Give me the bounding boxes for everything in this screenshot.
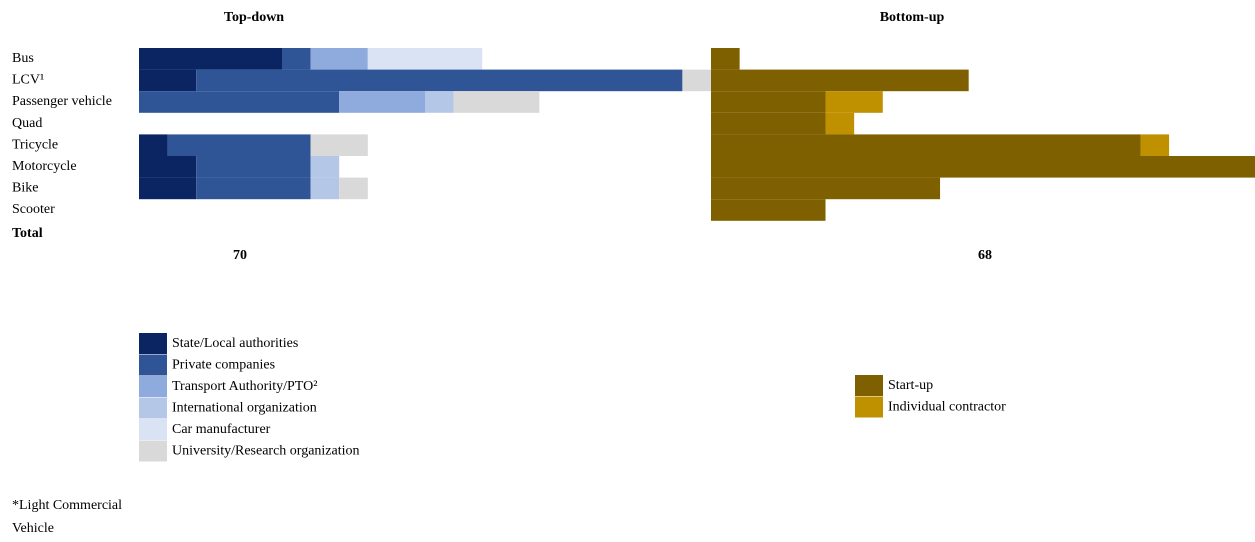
bar-segment bbox=[339, 91, 425, 113]
category-label: Bus bbox=[12, 51, 34, 66]
footnote: *Light Commercial Vehicle bbox=[12, 498, 123, 536]
bar-segment bbox=[196, 156, 311, 178]
total-label: Total bbox=[12, 226, 43, 241]
category-label: Passenger vehicle bbox=[12, 94, 112, 109]
bar-segment bbox=[339, 177, 368, 200]
category-label: Scooter bbox=[12, 202, 55, 217]
bar-segment bbox=[367, 48, 483, 70]
bar-segment bbox=[139, 134, 168, 156]
legend-label: Car manufacturer bbox=[172, 422, 271, 437]
bar-segment bbox=[139, 156, 197, 178]
bar-segment bbox=[1140, 134, 1170, 156]
bar-segment bbox=[825, 112, 855, 135]
category-label: LCV¹ bbox=[12, 73, 44, 88]
legend-label: Transport Authority/PTO² bbox=[172, 379, 317, 394]
bar-segment bbox=[682, 69, 711, 92]
panel-title: Top-down bbox=[224, 10, 284, 25]
bar-segment bbox=[310, 134, 368, 156]
legend-label: Start-up bbox=[888, 378, 933, 393]
legend-label: State/Local authorities bbox=[172, 336, 298, 351]
bar-segment bbox=[196, 177, 311, 200]
legend-label: Private companies bbox=[172, 358, 275, 373]
bar-segment bbox=[310, 177, 340, 200]
bar-segment bbox=[711, 69, 969, 92]
bar-segment bbox=[282, 48, 311, 70]
bar-segment bbox=[711, 156, 1255, 178]
category-label: Tricycle bbox=[12, 137, 58, 152]
legend-swatch bbox=[139, 333, 167, 354]
bar-segment bbox=[711, 112, 826, 135]
legend-swatch bbox=[139, 354, 167, 376]
bar-segment bbox=[139, 48, 282, 70]
legend-swatch bbox=[139, 376, 167, 397]
category-label: Bike bbox=[12, 181, 38, 196]
bar-segment bbox=[425, 91, 454, 113]
bar-segment bbox=[310, 156, 340, 178]
bar-segment bbox=[139, 177, 197, 200]
panel-total: 68 bbox=[978, 248, 992, 263]
panel-total: 70 bbox=[233, 248, 247, 263]
bar-segment bbox=[711, 134, 1141, 156]
bar-segment bbox=[711, 199, 826, 221]
panel-title: Bottom-up bbox=[880, 10, 945, 25]
bar-segment bbox=[139, 91, 340, 113]
legend-swatch bbox=[139, 440, 167, 462]
bar-segment bbox=[825, 91, 883, 113]
bar-segment bbox=[310, 48, 368, 70]
bar-segment bbox=[196, 69, 683, 92]
bar-segment bbox=[711, 91, 826, 113]
legend-swatch bbox=[139, 419, 167, 440]
legend-label: International organization bbox=[172, 401, 317, 416]
legend-swatch bbox=[139, 397, 167, 419]
bar-segment bbox=[711, 48, 740, 70]
category-label: Quad bbox=[12, 116, 42, 131]
legend-swatch bbox=[855, 375, 883, 396]
legend-label: Individual contractor bbox=[888, 400, 1006, 415]
bar-segment bbox=[453, 91, 540, 113]
legend-swatch bbox=[855, 396, 883, 418]
bar-segment bbox=[167, 134, 311, 156]
category-label: Motorcycle bbox=[12, 159, 77, 174]
legend-label: University/Research organization bbox=[172, 444, 360, 459]
bar-segment bbox=[711, 177, 941, 200]
bar-segment bbox=[139, 69, 197, 92]
